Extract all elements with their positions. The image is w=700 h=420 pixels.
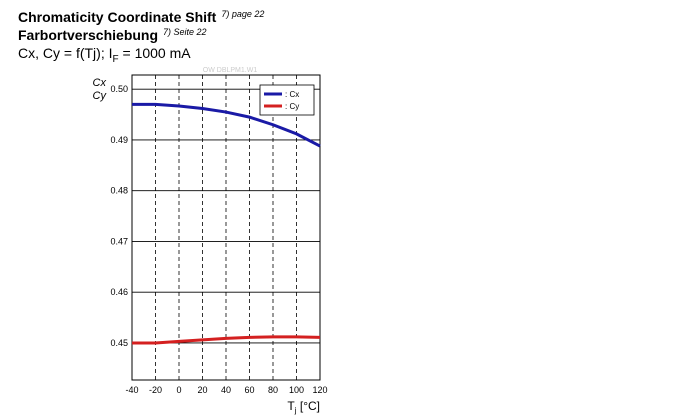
x-tick-label: 120 bbox=[312, 385, 327, 395]
series-line bbox=[132, 335, 321, 345]
subtitle: Cx, Cy = f(Tj); IF = 1000 mA bbox=[18, 45, 191, 65]
y-tick-label: 0.49 bbox=[110, 135, 128, 145]
y-tick-label: 0.46 bbox=[110, 287, 128, 297]
subtitle-part: = 1000 mA bbox=[119, 45, 192, 61]
y-tick-label: 0.48 bbox=[110, 186, 128, 196]
x-tick-label: 100 bbox=[289, 385, 304, 395]
y-tick-label: 0.45 bbox=[110, 338, 128, 348]
legend-label: : Cy bbox=[285, 102, 299, 111]
title-de: Farbortverschiebung 7) Seite 22 bbox=[18, 27, 207, 43]
x-tick-label: 60 bbox=[244, 385, 254, 395]
series-line bbox=[132, 102, 321, 148]
title-de-text: Farbortverschiebung bbox=[18, 27, 158, 43]
x-label-part: [°C] bbox=[297, 399, 320, 413]
title-de-note: 7) Seite 22 bbox=[163, 27, 207, 37]
y-tick-label: 0.50 bbox=[110, 84, 128, 94]
x-tick-label: 40 bbox=[221, 385, 231, 395]
x-label: Tj [°C] bbox=[287, 399, 320, 415]
subtitle-part: Cx, Cy = f(Tj); I bbox=[18, 45, 113, 61]
legend-box bbox=[259, 84, 315, 116]
x-tick-label: 0 bbox=[176, 385, 181, 395]
title-note: 7) page 22 bbox=[221, 9, 264, 19]
y-label: Cy bbox=[93, 90, 108, 102]
watermark: OW DBLPM1.W1 bbox=[203, 67, 258, 74]
legend-label: : Cx bbox=[285, 90, 299, 99]
x-tick-label: -20 bbox=[149, 385, 162, 395]
x-tick-label: 20 bbox=[197, 385, 207, 395]
title-text: Chromaticity Coordinate Shift bbox=[18, 9, 217, 25]
x-tick-label: 80 bbox=[268, 385, 278, 395]
y-tick-label: 0.47 bbox=[110, 236, 128, 246]
y-label: Cx bbox=[93, 77, 107, 89]
x-tick-label: -40 bbox=[125, 385, 138, 395]
subtitle-part: F bbox=[113, 54, 119, 65]
x-label-part: T bbox=[287, 399, 295, 413]
x-label-part: j bbox=[294, 406, 297, 415]
title: Chromaticity Coordinate Shift 7) page 22 bbox=[18, 9, 264, 25]
